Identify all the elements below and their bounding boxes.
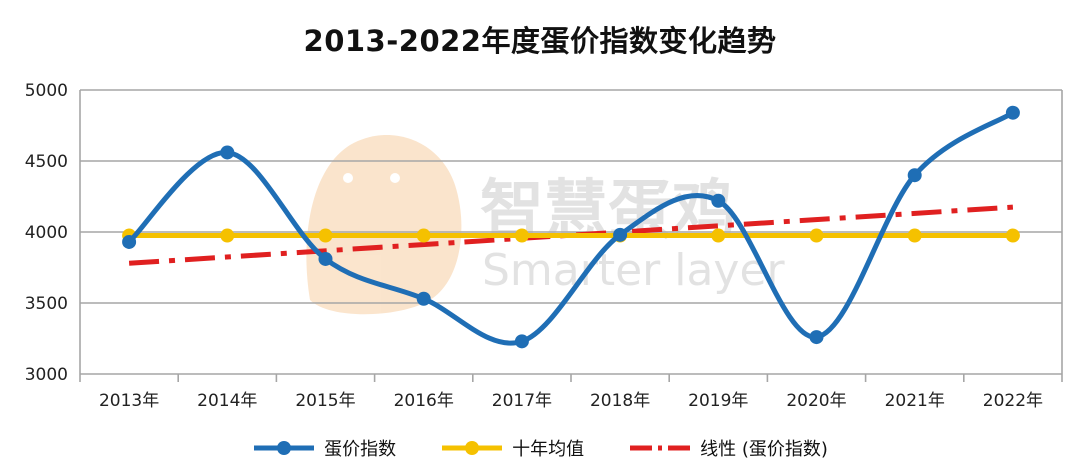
y-tick-label: 3500: [25, 294, 68, 314]
point-egg-index: [613, 227, 628, 242]
legend-item-linear: 线性 (蛋价指数): [628, 435, 828, 461]
point-egg-index: [514, 334, 529, 349]
legend-item-egg-index: 蛋价指数: [252, 435, 396, 461]
point-ten-year-avg: [318, 228, 333, 243]
point-egg-index: [711, 193, 726, 208]
watermark-en-text: Smarter layer: [482, 245, 786, 296]
legend: 蛋价指数 十年均值 线性 (蛋价指数): [0, 432, 1080, 464]
point-ten-year-avg: [1005, 228, 1020, 243]
legend-swatch-linear: [630, 445, 691, 451]
legend-swatch-egg-index: [254, 441, 315, 455]
y-tick-label: 3000: [25, 365, 68, 385]
series-line-egg-index: [127, 110, 1015, 346]
series-line-linear: [128, 204, 1014, 266]
legend-label-linear: 线性 (蛋价指数): [700, 439, 828, 460]
point-egg-index: [809, 330, 824, 345]
legend-label-ten-year-avg: 十年均值: [512, 439, 585, 460]
chart-title: 2013-2022年度蛋价指数变化趋势: [303, 24, 777, 58]
point-ten-year-avg: [711, 228, 726, 243]
point-egg-index: [122, 234, 137, 249]
point-egg-index: [416, 291, 431, 306]
legend-item-ten-year-avg: 十年均值: [440, 435, 584, 461]
x-tick-label: 2018年: [590, 391, 650, 411]
point-egg-index: [220, 145, 235, 160]
x-tick-label: 2017年: [492, 391, 552, 411]
y-tick-label: 4500: [25, 152, 68, 172]
x-tick-label: 2022年: [983, 391, 1043, 411]
x-tick-label: 2021年: [885, 391, 945, 411]
series: [122, 105, 1020, 349]
point-ten-year-avg: [809, 228, 824, 243]
legend-swatch-ten-year-avg: [442, 441, 503, 455]
grid: [79, 89, 1063, 375]
x-tick-label: 2015年: [295, 391, 355, 411]
point-ten-year-avg: [416, 228, 431, 243]
point-ten-year-avg: [514, 228, 529, 243]
point-egg-index: [318, 251, 333, 266]
point-ten-year-avg: [220, 228, 235, 243]
y-tick-label: 4000: [25, 223, 68, 243]
legend-label-egg-index: 蛋价指数: [324, 439, 397, 460]
x-tick-label: 2019年: [688, 391, 748, 411]
y-tick-label: 5000: [25, 81, 68, 101]
x-tick-label: 2013年: [99, 391, 159, 411]
x-tick-label: 2020年: [786, 391, 846, 411]
point-ten-year-avg: [907, 228, 922, 243]
x-tick-label: 2014年: [197, 391, 257, 411]
x-tick-label: 2016年: [394, 391, 454, 411]
point-egg-index: [1005, 105, 1020, 120]
point-egg-index: [907, 168, 922, 183]
axes: 3000 3500 4000 4500 5000 2013年 2014年 2015年 2016年…: [25, 81, 1063, 411]
